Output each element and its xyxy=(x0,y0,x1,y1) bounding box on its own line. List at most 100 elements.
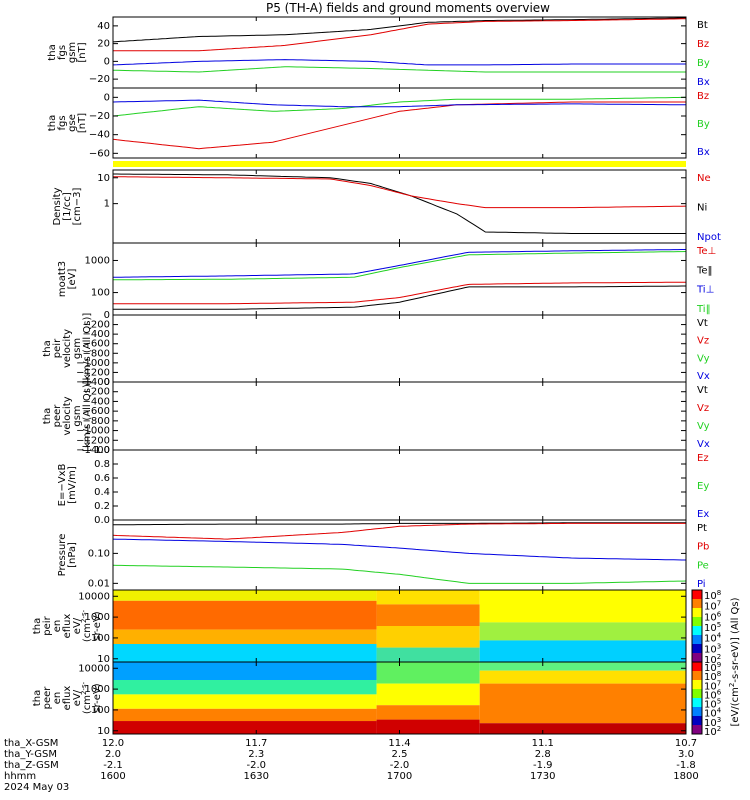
y-axis-label: sr-eV) xyxy=(92,683,103,712)
panel-frame xyxy=(112,16,687,89)
y-tick-label: 100 xyxy=(91,288,110,299)
y-axis-label: [km/s (All Qs)] xyxy=(82,380,93,452)
y-axis-label: eV/ xyxy=(72,617,83,634)
y-axis-label: moatt3 xyxy=(57,261,68,297)
spectrogram-cell xyxy=(113,694,377,709)
y-axis-label: tha xyxy=(32,690,43,706)
series-Pe xyxy=(112,564,687,584)
panel-temperature: 1000 100 moatt3 [eV] Te⊥ Te‖ Ti⊥ Ti‖ xyxy=(57,242,716,316)
series-By xyxy=(112,59,686,66)
ephemeris-value: 2.5 xyxy=(392,749,408,760)
y-tick-label: 10000 xyxy=(78,591,110,602)
y-tick-label: 10 xyxy=(97,726,110,737)
y-tick-label: −800 xyxy=(83,416,110,427)
panel-density: 10 1 Density [1/cc] [cm−3] Ne Ni Npot xyxy=(52,169,721,244)
ephemeris-value: 2.8 xyxy=(535,749,551,760)
spectrogram-cell xyxy=(479,662,686,671)
y-axis-label: peir xyxy=(42,615,53,635)
legend-Bx: Bx xyxy=(697,147,710,158)
legend-Ti⊥: Ti⊥ xyxy=(696,285,714,296)
y-tick-label: 40 xyxy=(97,21,110,32)
series-Te‖ xyxy=(113,285,686,310)
colorbar-segment xyxy=(692,680,702,690)
series-Ti‖ xyxy=(113,251,687,281)
y-axis-label: tha xyxy=(47,44,58,60)
ephemeris-value: 11.7 xyxy=(245,738,267,749)
y-axis-label: velocity xyxy=(62,396,73,435)
panel-fgs_gse: 0 −20 −40 −60 tha fgs gse [nT] Bz By Bx xyxy=(47,87,710,159)
y-axis-label: gsm xyxy=(72,338,83,359)
legend-By: By xyxy=(697,58,710,69)
y-axis-label: [nT] xyxy=(77,113,88,133)
y-tick-label: 100 xyxy=(91,705,110,716)
spectrogram-cell xyxy=(113,680,377,695)
y-tick-label: −400 xyxy=(83,396,110,407)
y-tick-label: 20 xyxy=(97,39,110,50)
ephemeris-value: 12.0 xyxy=(102,738,124,749)
y-axis-label: [km/s (All Qs)] xyxy=(82,313,93,385)
ephemeris-value: 1700 xyxy=(387,771,412,782)
y-axis-label: eflux xyxy=(62,614,73,639)
y-tick-label: −1000 xyxy=(76,358,110,369)
y-tick-label: −600 xyxy=(83,339,110,350)
ephemeris-value: 1800 xyxy=(673,771,698,782)
ephemeris-value: 3.0 xyxy=(678,749,694,760)
legend-By: By xyxy=(697,119,710,130)
panel-peer_spec: 10910810710610510410310210000100010010th… xyxy=(32,661,722,738)
y-axis-label: Pressure xyxy=(57,534,68,577)
legend-Bz: Bz xyxy=(697,39,709,50)
y-axis-label: fgs xyxy=(57,45,68,60)
y-tick-label: −20 xyxy=(89,111,110,122)
y-tick-label: 10 xyxy=(97,173,110,184)
y-axis-label: peer xyxy=(52,404,63,428)
series-Te⊥ xyxy=(113,281,686,305)
figure-title: P5 (TH-A) fields and ground moments over… xyxy=(266,1,550,15)
colorbar-segment xyxy=(692,626,702,636)
y-tick-label: 1000 xyxy=(85,255,110,266)
y-tick-label: 1000 xyxy=(85,612,110,623)
legend-Vy: Vy xyxy=(697,421,710,432)
series-Ne xyxy=(112,176,687,209)
legend-Ey: Ey xyxy=(697,481,709,492)
legend-Bx: Bx xyxy=(697,77,710,88)
y-axis-label: fgs xyxy=(57,115,68,130)
legend-Pe: Pe xyxy=(697,560,709,571)
y-tick-label: −1400 xyxy=(76,445,110,456)
legend-Ez: Ez xyxy=(697,453,709,464)
legend-Pt: Pt xyxy=(697,523,707,534)
y-tick-label: −40 xyxy=(89,130,110,141)
panel-frame xyxy=(112,381,687,451)
legend-Vx: Vx xyxy=(697,439,710,450)
y-tick-label: 1000 xyxy=(85,684,110,695)
legend-Ni: Ni xyxy=(697,203,707,214)
spectrogram-cell xyxy=(376,590,480,605)
panel-frame xyxy=(112,314,687,383)
series-Ti⊥ xyxy=(113,249,686,278)
y-axis-label: eV/ xyxy=(72,689,83,706)
y-axis-label: [cm−3] xyxy=(72,188,83,226)
date-label: 2024 May 03 xyxy=(4,782,69,793)
ephemeris-value: 2.3 xyxy=(248,749,264,760)
y-axis-label: en xyxy=(52,620,63,633)
legend-Vt: Vt xyxy=(697,385,708,396)
y-tick-label: 0.0 xyxy=(94,515,110,526)
y-axis-label: eflux xyxy=(62,686,73,711)
colorbar-segment xyxy=(692,662,702,672)
y-axis-label: E=−VxB xyxy=(57,464,68,507)
spectrogram-cell xyxy=(113,721,377,734)
y-axis-label: peir xyxy=(52,338,63,358)
y-axis-label: en xyxy=(52,692,63,705)
legend-Te‖: Te‖ xyxy=(696,265,713,276)
panel-frame xyxy=(112,449,687,521)
y-tick-label: 100 xyxy=(91,633,110,644)
y-tick-label: 1.0 xyxy=(94,445,110,456)
y-axis-label: tha xyxy=(47,115,58,131)
legend-Ti‖: Ti‖ xyxy=(696,304,711,315)
ephemeris-value: 1630 xyxy=(244,771,269,782)
y-axis-label: Density xyxy=(52,187,63,225)
colorbar-segment xyxy=(692,617,702,627)
